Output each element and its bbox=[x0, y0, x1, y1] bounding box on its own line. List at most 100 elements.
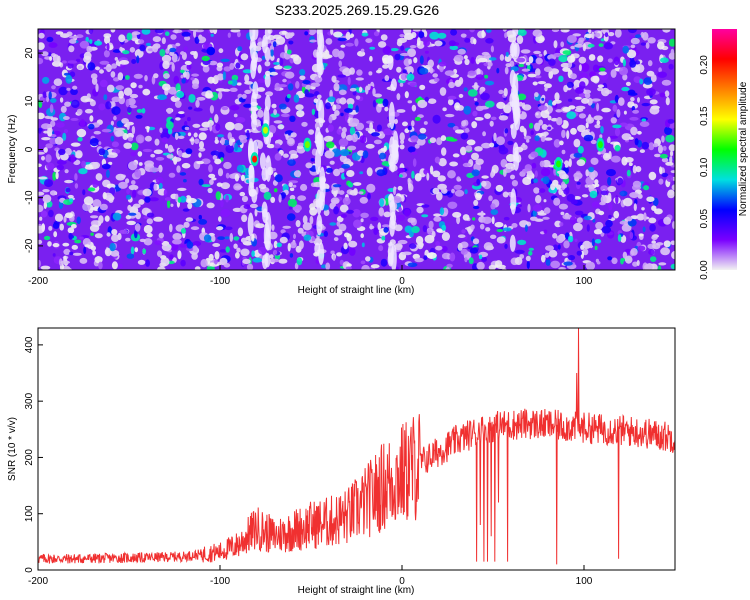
heatmap-cell bbox=[598, 71, 607, 76]
heatmap-cell bbox=[49, 190, 57, 196]
heatmap-cell bbox=[658, 178, 664, 185]
heatmap-cell bbox=[294, 262, 299, 270]
heatmap-cell bbox=[411, 226, 420, 234]
heatmap-cell bbox=[112, 49, 122, 53]
heatmap-cell bbox=[366, 183, 376, 193]
heatmap-cell bbox=[514, 249, 525, 254]
heatmap-cell bbox=[192, 240, 202, 247]
heatmap-cell bbox=[511, 84, 517, 101]
heatmap-cell bbox=[333, 237, 339, 242]
heatmap-cell bbox=[573, 152, 583, 158]
heatmap-cell bbox=[266, 143, 275, 149]
heatmap-cell bbox=[38, 239, 43, 245]
heatmap-cell bbox=[567, 255, 576, 261]
heatmap-cell bbox=[144, 135, 152, 142]
heatmap-cell bbox=[49, 104, 54, 113]
heatmap-cell bbox=[242, 69, 253, 74]
heatmap-cell bbox=[346, 233, 352, 242]
heatmap-cell bbox=[310, 158, 315, 162]
heatmap-cell bbox=[323, 208, 330, 217]
heatmap-cell bbox=[110, 135, 115, 142]
heatmap-cell bbox=[113, 115, 117, 121]
heatmap-cell bbox=[566, 81, 574, 88]
heatmap-cell bbox=[535, 68, 541, 76]
heatmap-cell bbox=[488, 195, 493, 202]
heatmap-cell bbox=[126, 32, 133, 41]
heatmap-cell bbox=[619, 220, 630, 225]
heatmap-cell bbox=[134, 229, 138, 239]
heatmap-cell bbox=[103, 94, 108, 101]
heatmap-cell bbox=[538, 105, 548, 111]
heatmap-cell bbox=[629, 192, 639, 198]
heatmap-cell bbox=[304, 31, 309, 36]
heatmap-cell bbox=[338, 167, 345, 173]
heatmap-cell bbox=[240, 248, 250, 257]
heatmap-cell bbox=[369, 55, 373, 62]
heatmap-cell bbox=[175, 83, 181, 92]
heatmap-cell bbox=[531, 162, 537, 169]
heatmap-cell bbox=[493, 132, 497, 142]
heatmap-cell bbox=[103, 50, 110, 58]
heatmap-cell bbox=[185, 71, 190, 80]
heatmap-cell bbox=[193, 107, 203, 112]
heatmap-cell bbox=[283, 65, 292, 69]
heatmap-cell bbox=[628, 92, 638, 96]
heatmap-cell bbox=[621, 133, 632, 141]
heatmap-cell bbox=[227, 132, 232, 140]
heatmap-cell bbox=[118, 96, 125, 105]
heatmap-cell bbox=[634, 138, 639, 146]
heatmap-y-axis-label: Frequency (Hz) bbox=[7, 115, 18, 184]
heatmap-cell bbox=[490, 209, 499, 216]
heatmap-cell bbox=[168, 86, 178, 95]
heatmap-cell bbox=[133, 73, 143, 79]
heatmap-cell bbox=[214, 158, 222, 165]
heatmap-cell bbox=[567, 55, 576, 63]
heatmap-cell bbox=[373, 31, 380, 37]
heatmap-cell bbox=[502, 191, 509, 198]
heatmap-cell bbox=[74, 239, 82, 244]
x-tick-label: 100 bbox=[576, 576, 593, 587]
heatmap-cell bbox=[635, 166, 642, 173]
heatmap-cell bbox=[465, 127, 470, 133]
heatmap-cell bbox=[272, 249, 278, 255]
heatmap-cell bbox=[165, 121, 174, 130]
heatmap-cell bbox=[38, 32, 45, 39]
heatmap-cell bbox=[63, 267, 72, 270]
heatmap-cell bbox=[98, 103, 106, 111]
heatmap-cell bbox=[280, 192, 286, 199]
heatmap-cell bbox=[621, 224, 632, 232]
heatmap-cell bbox=[484, 113, 491, 119]
heatmap-cell bbox=[598, 210, 605, 216]
heatmap-cell bbox=[505, 51, 509, 57]
heatmap-cell bbox=[86, 45, 93, 53]
heatmap-cell bbox=[530, 216, 538, 221]
heatmap-cell bbox=[326, 167, 333, 173]
heatmap-cell bbox=[162, 83, 171, 91]
heatmap-cell bbox=[90, 232, 94, 236]
heatmap-cell bbox=[203, 234, 212, 243]
heatmap-cell bbox=[427, 228, 432, 235]
heatmap-cell bbox=[490, 171, 495, 178]
heatmap-cell bbox=[362, 150, 369, 159]
heatmap-cell bbox=[54, 136, 64, 145]
heatmap-cell bbox=[619, 190, 628, 197]
heatmap-cell bbox=[179, 195, 187, 203]
heatmap-cell bbox=[340, 213, 347, 218]
heatmap-cell bbox=[70, 88, 78, 96]
heatmap-cell bbox=[331, 75, 337, 83]
heatmap-cell bbox=[383, 227, 389, 233]
heatmap-cell bbox=[62, 242, 70, 247]
heatmap-cell bbox=[182, 208, 190, 212]
heatmap-cell bbox=[648, 249, 655, 256]
heatmap-cell bbox=[569, 216, 577, 225]
heatmap-cell bbox=[407, 262, 418, 268]
heatmap-cell bbox=[258, 183, 267, 190]
heatmap-cell bbox=[652, 143, 659, 148]
heatmap-cell bbox=[349, 126, 356, 136]
heatmap-cell bbox=[471, 169, 480, 177]
heatmap-cell bbox=[540, 135, 546, 142]
heatmap-cell bbox=[302, 80, 311, 85]
heatmap-cell bbox=[475, 158, 484, 165]
heatmap-cell bbox=[368, 71, 373, 76]
